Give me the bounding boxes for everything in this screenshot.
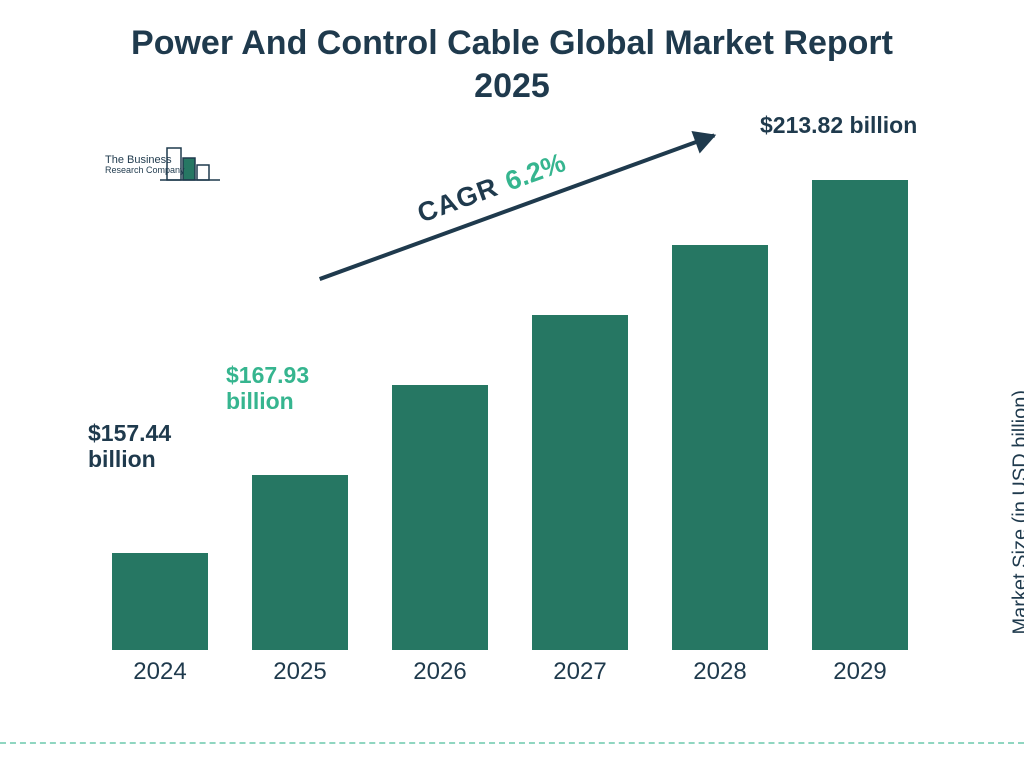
- footer-dashed-line: [0, 742, 1024, 744]
- bar-slot-2027: 2027: [510, 315, 650, 650]
- bar-2026: [392, 385, 488, 650]
- y-axis-label: Market Size (in USD billion): [1010, 390, 1024, 635]
- bar-2025: [252, 475, 348, 650]
- xlabel-2025: 2025: [273, 658, 326, 686]
- xlabel-2027: 2027: [553, 658, 606, 686]
- value-label-2025: $167.93billion: [226, 362, 309, 415]
- bar-slot-2028: 2028: [650, 245, 790, 650]
- xlabel-2024: 2024: [133, 658, 186, 686]
- xlabel-2026: 2026: [413, 658, 466, 686]
- bar-slot-2025: 2025: [230, 475, 370, 650]
- chart-title: Power And Control Cable Global Market Re…: [0, 22, 1024, 107]
- cagr-arrowhead-icon: [691, 123, 720, 153]
- value-label-2029: $213.82 billion: [760, 112, 917, 138]
- xlabel-2029: 2029: [833, 658, 886, 686]
- value-label-2024: $157.44billion: [88, 420, 171, 473]
- bar-slot-2029: 2029: [790, 180, 930, 650]
- bar-slot-2026: 2026: [370, 385, 510, 650]
- bar-slot-2024: 2024: [90, 553, 230, 650]
- bar-2028: [672, 245, 768, 650]
- bar-2029: [812, 180, 908, 650]
- xlabel-2028: 2028: [693, 658, 746, 686]
- bar-2024: [112, 553, 208, 650]
- bar-2027: [532, 315, 628, 650]
- cagr-label: CAGR: [413, 172, 502, 229]
